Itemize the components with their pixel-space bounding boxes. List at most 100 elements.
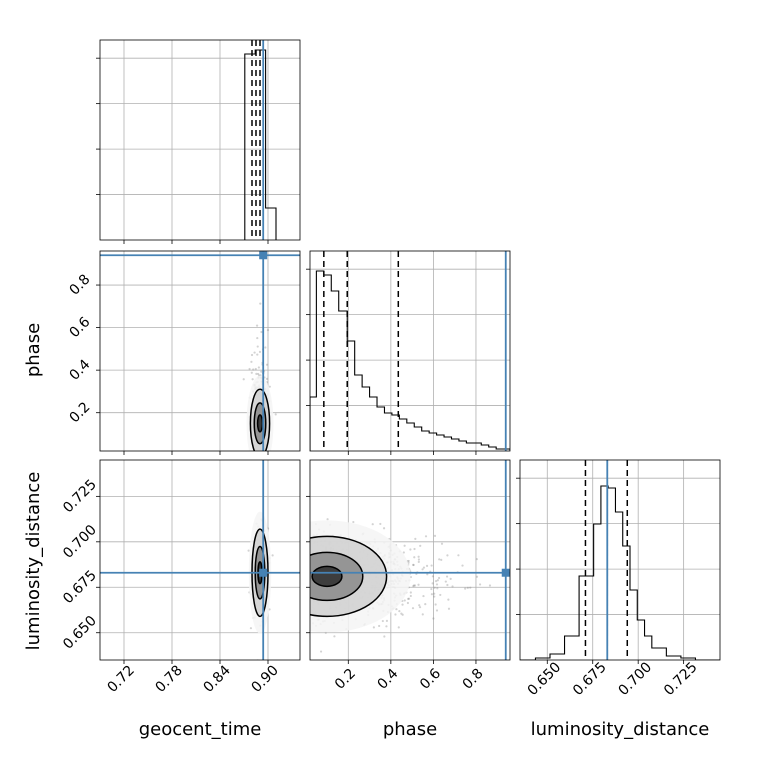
panel-phase-distance-scatter-point [411, 607, 415, 610]
panel-phase-distance-scatter-point [440, 542, 444, 545]
panel-phase-distance-scatter-point [430, 587, 433, 591]
panel-geocent-distance-scatter-point [271, 554, 274, 557]
panel-geocent-phase-scatter-point [250, 371, 253, 374]
panel-phase-distance-scatter-point [444, 580, 447, 583]
panel-phase-distance-scatter-point [412, 563, 415, 567]
panel-geocent-distance-scatter-point [247, 549, 250, 552]
clip-group-clip-panel-phase-distance [310, 460, 510, 660]
panel-phase-distance-scatter-point [433, 595, 436, 598]
panel-phase-distance-scatter-point [475, 558, 478, 561]
xaxis-phase-tick-label: 0.2 [332, 666, 359, 693]
panel-phase-distance-scatter-point [319, 650, 323, 653]
panel-hist-geocent-time-frame [99, 39, 301, 241]
panel-phase-distance-scatter-point [417, 560, 420, 563]
panel-geocent-distance-truth-marker [259, 568, 268, 577]
axis-labels: geocent_time phase luminosity_distance p… [23, 323, 709, 740]
panel-phase-distance-scatter-point [433, 586, 436, 589]
panel-phase-distance-scatter-point [424, 535, 428, 538]
panels: 0.72 0.78 0.84 0.90 0.2 0.4 0.6 0.8 0.650 0.675 0.… [60, 39, 721, 699]
clip-group-clip-panel-hist-luminosity-distance [520, 460, 720, 660]
panel-geocent-phase-scatter-point [255, 324, 259, 327]
panel-phase-distance-scatter-point [436, 579, 439, 582]
panel-phase-distance-scatter-point [421, 613, 424, 616]
panel-phase-distance-scatter-point [438, 558, 441, 561]
panel-phase-distance-scatter-point [424, 603, 427, 606]
panel-geocent-phase-scatter-point [256, 353, 259, 356]
panel-phase-distance-scatter-point [469, 586, 472, 589]
panel-phase-distance-scatter-point [382, 527, 386, 530]
panel-phase-distance-scatter-point [394, 613, 397, 616]
panel-geocent-phase-scatter-point [257, 366, 260, 369]
panel-phase-distance-scatter-point [379, 522, 382, 526]
panel-phase-distance-scatter-point [385, 625, 388, 628]
panel-phase-distance-contour [311, 565, 343, 588]
panel-geocent-phase-scatter-point [251, 378, 254, 381]
xaxis-luminosity-distance-tick-label: 0.675 [570, 659, 610, 699]
panel-phase-distance-scatter-point [406, 601, 410, 605]
xlabel-luminosity-distance: luminosity_distance [531, 719, 710, 740]
panel-phase-distance-scatter-point [421, 568, 424, 571]
panel-phase-distance-scatter-point [413, 556, 416, 559]
panel-phase-distance-scatter-point [401, 603, 404, 606]
panel-phase-distance-scatter-point [409, 591, 412, 594]
panel-phase-distance-truth-marker [501, 568, 510, 577]
panel-phase-distance-scatter-point [447, 598, 450, 601]
panel-phase-distance-scatter-point [372, 626, 375, 629]
panel-hist-phase-histogram-step [310, 270, 510, 451]
panel-phase-distance-scatter-point [381, 619, 384, 623]
panel-phase-distance-scatter-point [435, 583, 439, 586]
xaxis-geocent-time-tick-label: 0.78 [152, 662, 185, 695]
panel-phase-distance-scatter-point [422, 566, 426, 569]
yaxis-luminosity-distance-tick-label: 0.675 [60, 567, 100, 607]
panel-phase-distance-scatter-point [445, 575, 449, 578]
xaxis-phase-tick-label: 0.8 [460, 666, 487, 693]
panel-phase-distance-scatter-point [412, 563, 415, 567]
panel-phase-distance-scatter-point [371, 523, 374, 526]
panel-phase-distance-scatter-point [407, 597, 411, 600]
panel-geocent-phase-scatter-point [260, 370, 263, 373]
panel-phase-distance-scatter-point [412, 585, 415, 588]
panel-phase-distance-scatter-point [413, 547, 416, 551]
panel-phase-distance-scatter-point [407, 559, 410, 563]
panel-phase-distance-scatter-point [440, 558, 443, 561]
panel-geocent-phase-scatter-point [258, 350, 262, 353]
panel-phase-distance-scatter-point [426, 573, 429, 576]
panel-geocent-phase-density-fill [257, 414, 263, 432]
panel-phase-distance-scatter-point [400, 612, 403, 615]
panel-geocent-phase-scatter-point [256, 336, 259, 340]
clip-group-clip-panel-geocent-distance [100, 460, 300, 660]
panel-phase-distance-scatter-point [326, 518, 329, 521]
panel-phase-distance-scatter-point [433, 534, 437, 537]
panel-phase-distance-scatter-point [478, 583, 482, 586]
panel-phase-distance-scatter-point [401, 613, 404, 616]
panel-phase-distance-scatter-point [398, 609, 401, 613]
panel-phase-distance-scatter-point [436, 587, 439, 590]
panel-phase-distance-density-fill [312, 566, 342, 587]
yaxis-luminosity-distance-tick-label: 0.725 [60, 477, 100, 517]
panel-phase-distance-scatter-point [403, 544, 406, 547]
panel-geocent-distance-frame [99, 459, 301, 661]
panel-geocent-phase-frame [99, 250, 301, 452]
panel-phase-distance-scatter-point [418, 604, 421, 607]
panel-geocent-phase-truth-marker [259, 251, 268, 260]
panel-hist-luminosity-distance-frame [519, 459, 721, 661]
yaxis-phase-tick-label: 0.6 [66, 314, 93, 341]
yaxis-phase-tick-label: 0.8 [66, 272, 93, 299]
panel-phase-distance-scatter-point [451, 585, 454, 588]
yaxis-luminosity-distance-tick-label: 0.700 [60, 522, 100, 562]
panel-geocent-phase-scatter-point [250, 360, 253, 363]
panel-phase-distance-contour [310, 535, 388, 618]
panel-geocent-phase-scatter-point [250, 353, 254, 357]
panel-geocent-phase-contour [253, 402, 267, 445]
panel-phase-distance-scatter-point [431, 582, 434, 585]
panel-phase-distance-scatter-point [447, 607, 451, 610]
panel-phase-distance-scatter-point [439, 593, 442, 597]
panel-geocent-phase-scatter-point [255, 372, 258, 375]
panel-hist-luminosity-distance-histogram-step [520, 485, 720, 660]
panel-phase-distance-scatter-point [402, 551, 405, 554]
ylabel-phase: phase [23, 323, 44, 377]
panel-phase-distance-scatter-point [449, 577, 452, 580]
panel-geocent-phase-scatter-point [256, 345, 259, 348]
panel-phase-distance-scatter-point [403, 599, 406, 602]
xaxis-geocent-time-tick-label: 0.90 [248, 662, 281, 695]
